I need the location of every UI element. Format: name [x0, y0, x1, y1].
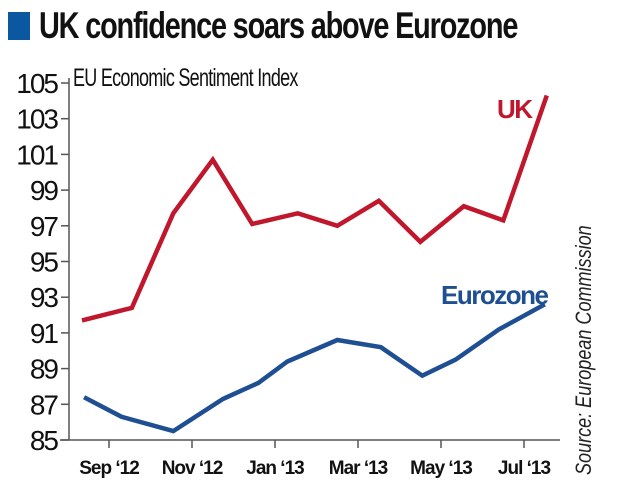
- series-labels: UK Eurozone: [441, 94, 550, 310]
- y-tick-label: 93: [30, 282, 59, 313]
- y-tick-label: 97: [30, 211, 59, 242]
- y-tick-label: 95: [30, 247, 59, 278]
- x-tick-label: May ‘13: [410, 458, 472, 479]
- axes: 105 103 101 99 97 95 93 91 89 87 85 Sep ‘12 Nov ‘12 J…: [16, 68, 560, 479]
- chart-subtitle: EU Economic Sentiment Index: [73, 64, 298, 92]
- x-tick-label: Jan ‘13: [246, 458, 304, 479]
- chart-title: UK confidence soars above Eurozone: [39, 5, 518, 46]
- series-label-uk: UK: [497, 94, 533, 124]
- series-line-uk: [81, 94, 549, 323]
- y-tick-label: 101: [16, 139, 58, 170]
- x-tick-label: Sep ‘12: [79, 458, 139, 479]
- series-line-eurozone: [83, 302, 546, 434]
- series-lines: [81, 94, 549, 434]
- chart-header: UK confidence soars above Eurozone: [8, 4, 620, 48]
- y-tick-label: 105: [16, 68, 58, 99]
- source-note: Source: European Commission: [571, 225, 596, 475]
- x-tick-label: Mar ‘13: [329, 458, 388, 479]
- title-marker-square: [8, 12, 30, 40]
- y-tick-label: 89: [30, 354, 59, 385]
- y-tick-label: 87: [30, 389, 59, 420]
- y-tick-label: 103: [16, 104, 58, 135]
- y-tick-label: 91: [30, 318, 59, 349]
- x-tick-label: Nov ‘12: [162, 458, 223, 479]
- y-tick-label: 85: [30, 425, 59, 456]
- y-tick-label: 99: [30, 175, 59, 206]
- x-tick-label: Jul ‘13: [498, 458, 551, 479]
- series-label-eurozone: Eurozone: [441, 280, 548, 310]
